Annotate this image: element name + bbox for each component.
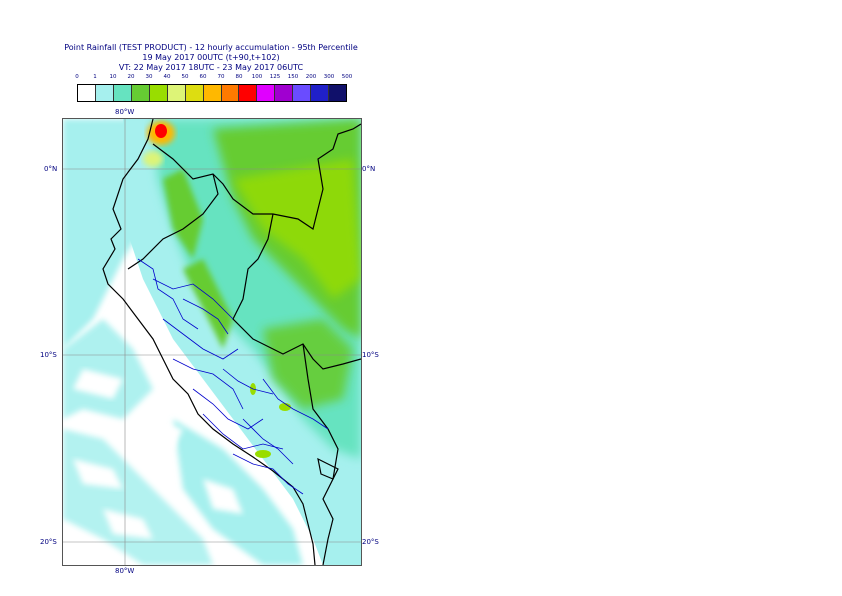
legend-swatch [257,85,276,101]
lat-label-10-right: 10°S [362,351,379,359]
regional-borders [137,258,329,495]
rainfall-map [62,118,362,566]
lon-label-bottom: 80°W [115,567,135,575]
country-borders [102,119,361,565]
color-legend: 0 1 10 20 30 40 50 60 70 80 100 125 150 200 300 500 [75,74,352,102]
map-canvas [63,119,361,565]
legend-threshold-label: 500 [341,74,353,80]
legend-threshold-label: 150 [287,74,299,80]
land-rain-field [123,119,361,565]
legend-threshold-label: 30 [145,74,153,80]
legend-swatch [239,85,258,101]
legend-swatch [78,85,96,101]
legend-threshold-label: 20 [127,74,135,80]
legend-threshold-label: 100 [251,74,263,80]
legend-threshold-label: 1 [93,74,97,80]
lat-label-20-left: 20°S [40,538,57,546]
graticule [63,119,361,565]
lat-label-20-right: 20°S [362,538,379,546]
legend-swatch [221,85,240,101]
legend-swatch [185,85,204,101]
lat-label-0-right: 0°N [362,165,376,173]
legend-threshold-label: 80 [235,74,243,80]
legend-swatch [167,85,186,101]
legend-threshold-label: 125 [269,74,281,80]
map-title: Point Rainfall (TEST PRODUCT) - 12 hourl… [62,43,360,73]
title-line-2: 19 May 2017 00UTC (t+90,t+102) [142,53,280,62]
title-line-3: VT: 22 May 2017 18UTC - 23 May 2017 06UT… [118,63,304,72]
legend-threshold-label: 40 [163,74,171,80]
legend-threshold-label: 70 [217,74,225,80]
legend-threshold-label: 0 [75,74,79,80]
legend-threshold-label: 200 [305,74,317,80]
legend-swatch [329,85,347,101]
legend-threshold-label: 50 [181,74,189,80]
legend-bar [77,84,347,102]
legend-threshold-label: 300 [323,74,335,80]
legend-swatch [275,85,294,101]
lon-label-top: 80°W [115,108,135,116]
lat-label-0-left: 0°N [44,165,58,173]
legend-swatch [95,85,114,101]
legend-swatch [311,85,330,101]
legend-swatch [149,85,168,101]
title-line-1: Point Rainfall (TEST PRODUCT) - 12 hourl… [64,43,358,52]
legend-threshold-label: 10 [109,74,117,80]
legend-swatch [131,85,150,101]
legend-swatch [293,85,312,101]
legend-swatch [113,85,132,101]
legend-threshold-label: 60 [199,74,207,80]
legend-labels: 0 1 10 20 30 40 50 60 70 80 100 125 150 200 300 500 [75,74,352,84]
lat-label-10-left: 10°S [40,351,57,359]
legend-swatch [203,85,222,101]
